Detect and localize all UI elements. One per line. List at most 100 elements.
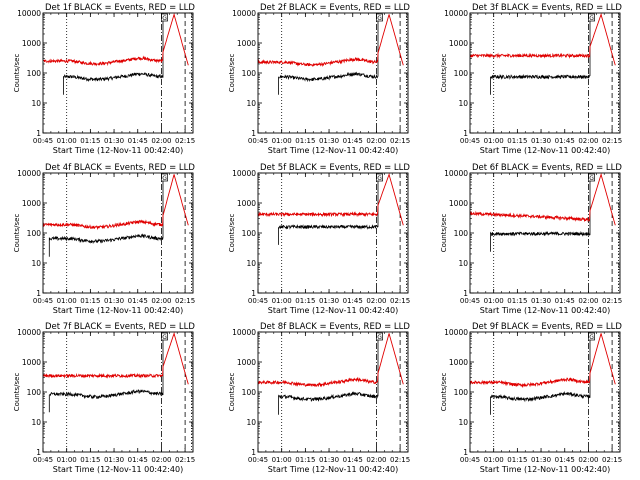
- y-tick-label: 10000: [232, 9, 256, 18]
- x-tick-label: 01:45: [555, 297, 575, 305]
- y-tick-label: 10000: [444, 169, 468, 178]
- x-tick-label: 02:00: [366, 456, 386, 464]
- y-tick-label: 1000: [449, 199, 468, 208]
- y-tick-label: 1000: [449, 358, 468, 367]
- x-tick-label: 01:00: [484, 137, 504, 145]
- y-axis-label: Counts/sec: [440, 373, 448, 412]
- plot-frame: [257, 12, 409, 134]
- y-tick-label: 1000: [449, 39, 468, 48]
- x-tick-label: 01:45: [555, 456, 575, 464]
- y-tick-label: 1: [251, 448, 256, 457]
- x-tick-label: 01:00: [272, 456, 292, 464]
- x-tick-label: 01:45: [343, 297, 363, 305]
- flag-label: G: [162, 175, 167, 182]
- y-tick-label: 1000: [237, 358, 256, 367]
- series-events: [278, 173, 379, 245]
- x-tick-label: 01:45: [128, 137, 148, 145]
- flag-box: [376, 332, 383, 341]
- series-events: [490, 13, 591, 95]
- x-axis-label: Start Time (12-Nov-11 00:42:40): [480, 306, 610, 315]
- series-lld: [258, 173, 404, 226]
- flag-box: [376, 13, 383, 22]
- panel-title: Det 4f BLACK = Events, RED = LLD: [45, 163, 195, 173]
- y-axis-label: Counts/sec: [13, 214, 21, 253]
- x-axis-label: Start Time (12-Nov-11 00:42:40): [53, 146, 183, 155]
- y-tick-label: 10000: [17, 169, 41, 178]
- x-tick-label: 00:45: [33, 137, 53, 145]
- y-tick-label: 100: [454, 388, 469, 397]
- y-tick-label: 1000: [237, 39, 256, 48]
- flag-box: [161, 173, 168, 182]
- flag-box: [588, 332, 595, 341]
- y-tick-label: 100: [242, 229, 257, 238]
- panel-title: Det 9f BLACK = Events, RED = LLD: [472, 322, 622, 332]
- y-tick-label: 100: [454, 69, 469, 78]
- x-tick-label: 01:45: [555, 137, 575, 145]
- panel-det-5: Det 5f BLACK = Events, RED = LLD 1 10 100 10…: [228, 163, 410, 315]
- y-tick-label: 10: [458, 418, 468, 427]
- x-tick-label: 00:45: [460, 137, 480, 145]
- y-tick-label: 100: [242, 69, 257, 78]
- x-tick-label: 01:30: [531, 137, 551, 145]
- x-tick-label: 02:15: [175, 456, 195, 464]
- x-tick-label: 02:00: [578, 297, 598, 305]
- x-tick-label: 01:45: [343, 137, 363, 145]
- y-tick-label: 10: [458, 99, 468, 108]
- y-tick-label: 10000: [444, 9, 468, 18]
- panel-title: Det 7f BLACK = Events, RED = LLD: [45, 322, 195, 332]
- y-tick-label: 1000: [22, 39, 41, 48]
- panel-title: Det 2f BLACK = Events, RED = LLD: [260, 3, 410, 13]
- y-tick-label: 1000: [237, 199, 256, 208]
- flag-label: G: [377, 175, 382, 182]
- x-tick-label: 00:45: [248, 297, 268, 305]
- flag-box: [588, 173, 595, 182]
- panel-det-1: Det 1f BLACK = Events, RED = LLD 1 10 100 10…: [13, 3, 195, 155]
- panel-det-4: Det 4f BLACK = Events, RED = LLD 1 10 100 10…: [13, 163, 195, 315]
- series-events: [278, 332, 379, 415]
- panel-det-7: Det 7f BLACK = Events, RED = LLD 1 10 100 10…: [13, 322, 195, 474]
- x-tick-label: 01:00: [272, 137, 292, 145]
- x-tick-label: 01:15: [507, 297, 527, 305]
- series-events: [48, 332, 164, 413]
- y-axis-label: Counts/sec: [13, 54, 21, 93]
- y-tick-label: 1: [251, 129, 256, 138]
- x-tick-label: 01:15: [80, 297, 100, 305]
- x-tick-label: 01:30: [104, 297, 124, 305]
- y-tick-label: 100: [454, 229, 469, 238]
- x-tick-label: 02:15: [390, 456, 410, 464]
- y-tick-label: 10: [31, 99, 41, 108]
- x-tick-label: 00:45: [33, 297, 53, 305]
- x-tick-label: 02:15: [175, 137, 195, 145]
- y-tick-label: 10: [246, 99, 256, 108]
- x-tick-label: 02:15: [175, 297, 195, 305]
- series-lld: [43, 13, 189, 67]
- x-tick-label: 01:00: [57, 456, 77, 464]
- panel-det-3: Det 3f BLACK = Events, RED = LLD 1 10 100 10…: [440, 3, 622, 155]
- series-events: [490, 173, 591, 252]
- plot-frame: [42, 12, 194, 134]
- x-tick-label: 01:00: [272, 297, 292, 305]
- flag-box: [161, 13, 168, 22]
- flag-label: G: [162, 334, 167, 341]
- x-tick-label: 01:15: [295, 456, 315, 464]
- x-axis-label: Start Time (12-Nov-11 00:42:40): [480, 146, 610, 155]
- x-tick-label: 02:00: [366, 137, 386, 145]
- y-tick-label: 100: [27, 69, 42, 78]
- flag-label: G: [377, 15, 382, 22]
- series-events: [278, 13, 379, 95]
- x-tick-label: 00:45: [460, 297, 480, 305]
- y-tick-label: 1000: [22, 199, 41, 208]
- panel-det-9: Det 9f BLACK = Events, RED = LLD 1 10 100 10…: [440, 322, 622, 474]
- x-tick-label: 01:30: [531, 297, 551, 305]
- series-lld: [43, 332, 189, 385]
- x-tick-label: 01:30: [319, 456, 339, 464]
- y-tick-label: 10: [31, 418, 41, 427]
- x-tick-label: 02:15: [390, 137, 410, 145]
- x-axis-label: Start Time (12-Nov-11 00:42:40): [480, 465, 610, 474]
- y-tick-label: 100: [27, 229, 42, 238]
- plot-frame: [469, 172, 621, 294]
- y-axis-label: Counts/sec: [228, 373, 236, 412]
- x-tick-label: 02:15: [390, 297, 410, 305]
- x-tick-label: 01:45: [128, 297, 148, 305]
